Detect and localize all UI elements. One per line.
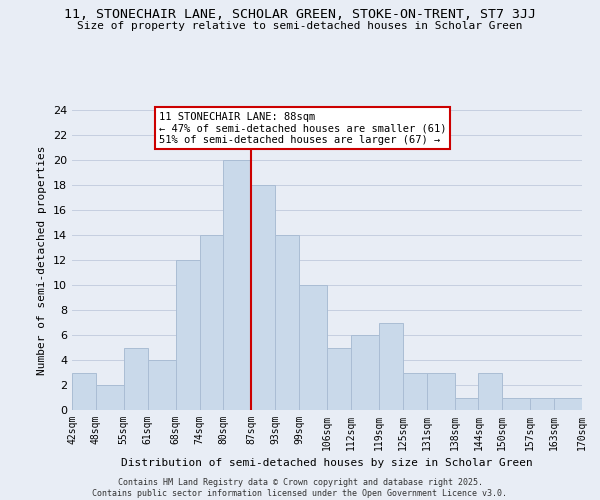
Bar bbox=[427, 372, 455, 410]
Text: 11, STONECHAIR LANE, SCHOLAR GREEN, STOKE-ON-TRENT, ST7 3JJ: 11, STONECHAIR LANE, SCHOLAR GREEN, STOK… bbox=[64, 8, 536, 20]
Bar bbox=[299, 285, 327, 410]
Bar bbox=[379, 322, 403, 410]
Bar bbox=[502, 398, 530, 410]
Bar bbox=[124, 348, 148, 410]
Bar bbox=[199, 235, 223, 410]
Bar bbox=[223, 160, 251, 410]
Bar bbox=[327, 348, 351, 410]
Text: 11 STONECHAIR LANE: 88sqm
← 47% of semi-detached houses are smaller (61)
51% of : 11 STONECHAIR LANE: 88sqm ← 47% of semi-… bbox=[158, 112, 446, 144]
Bar bbox=[251, 185, 275, 410]
Bar bbox=[478, 372, 502, 410]
Bar bbox=[403, 372, 427, 410]
Bar bbox=[96, 385, 124, 410]
Bar bbox=[530, 398, 554, 410]
X-axis label: Distribution of semi-detached houses by size in Scholar Green: Distribution of semi-detached houses by … bbox=[121, 458, 533, 468]
Y-axis label: Number of semi-detached properties: Number of semi-detached properties bbox=[37, 145, 47, 375]
Bar bbox=[351, 335, 379, 410]
Bar bbox=[554, 398, 582, 410]
Bar bbox=[72, 372, 96, 410]
Text: Size of property relative to semi-detached houses in Scholar Green: Size of property relative to semi-detach… bbox=[77, 21, 523, 31]
Bar bbox=[176, 260, 199, 410]
Bar bbox=[148, 360, 176, 410]
Text: Contains HM Land Registry data © Crown copyright and database right 2025.
Contai: Contains HM Land Registry data © Crown c… bbox=[92, 478, 508, 498]
Bar bbox=[275, 235, 299, 410]
Bar bbox=[455, 398, 478, 410]
